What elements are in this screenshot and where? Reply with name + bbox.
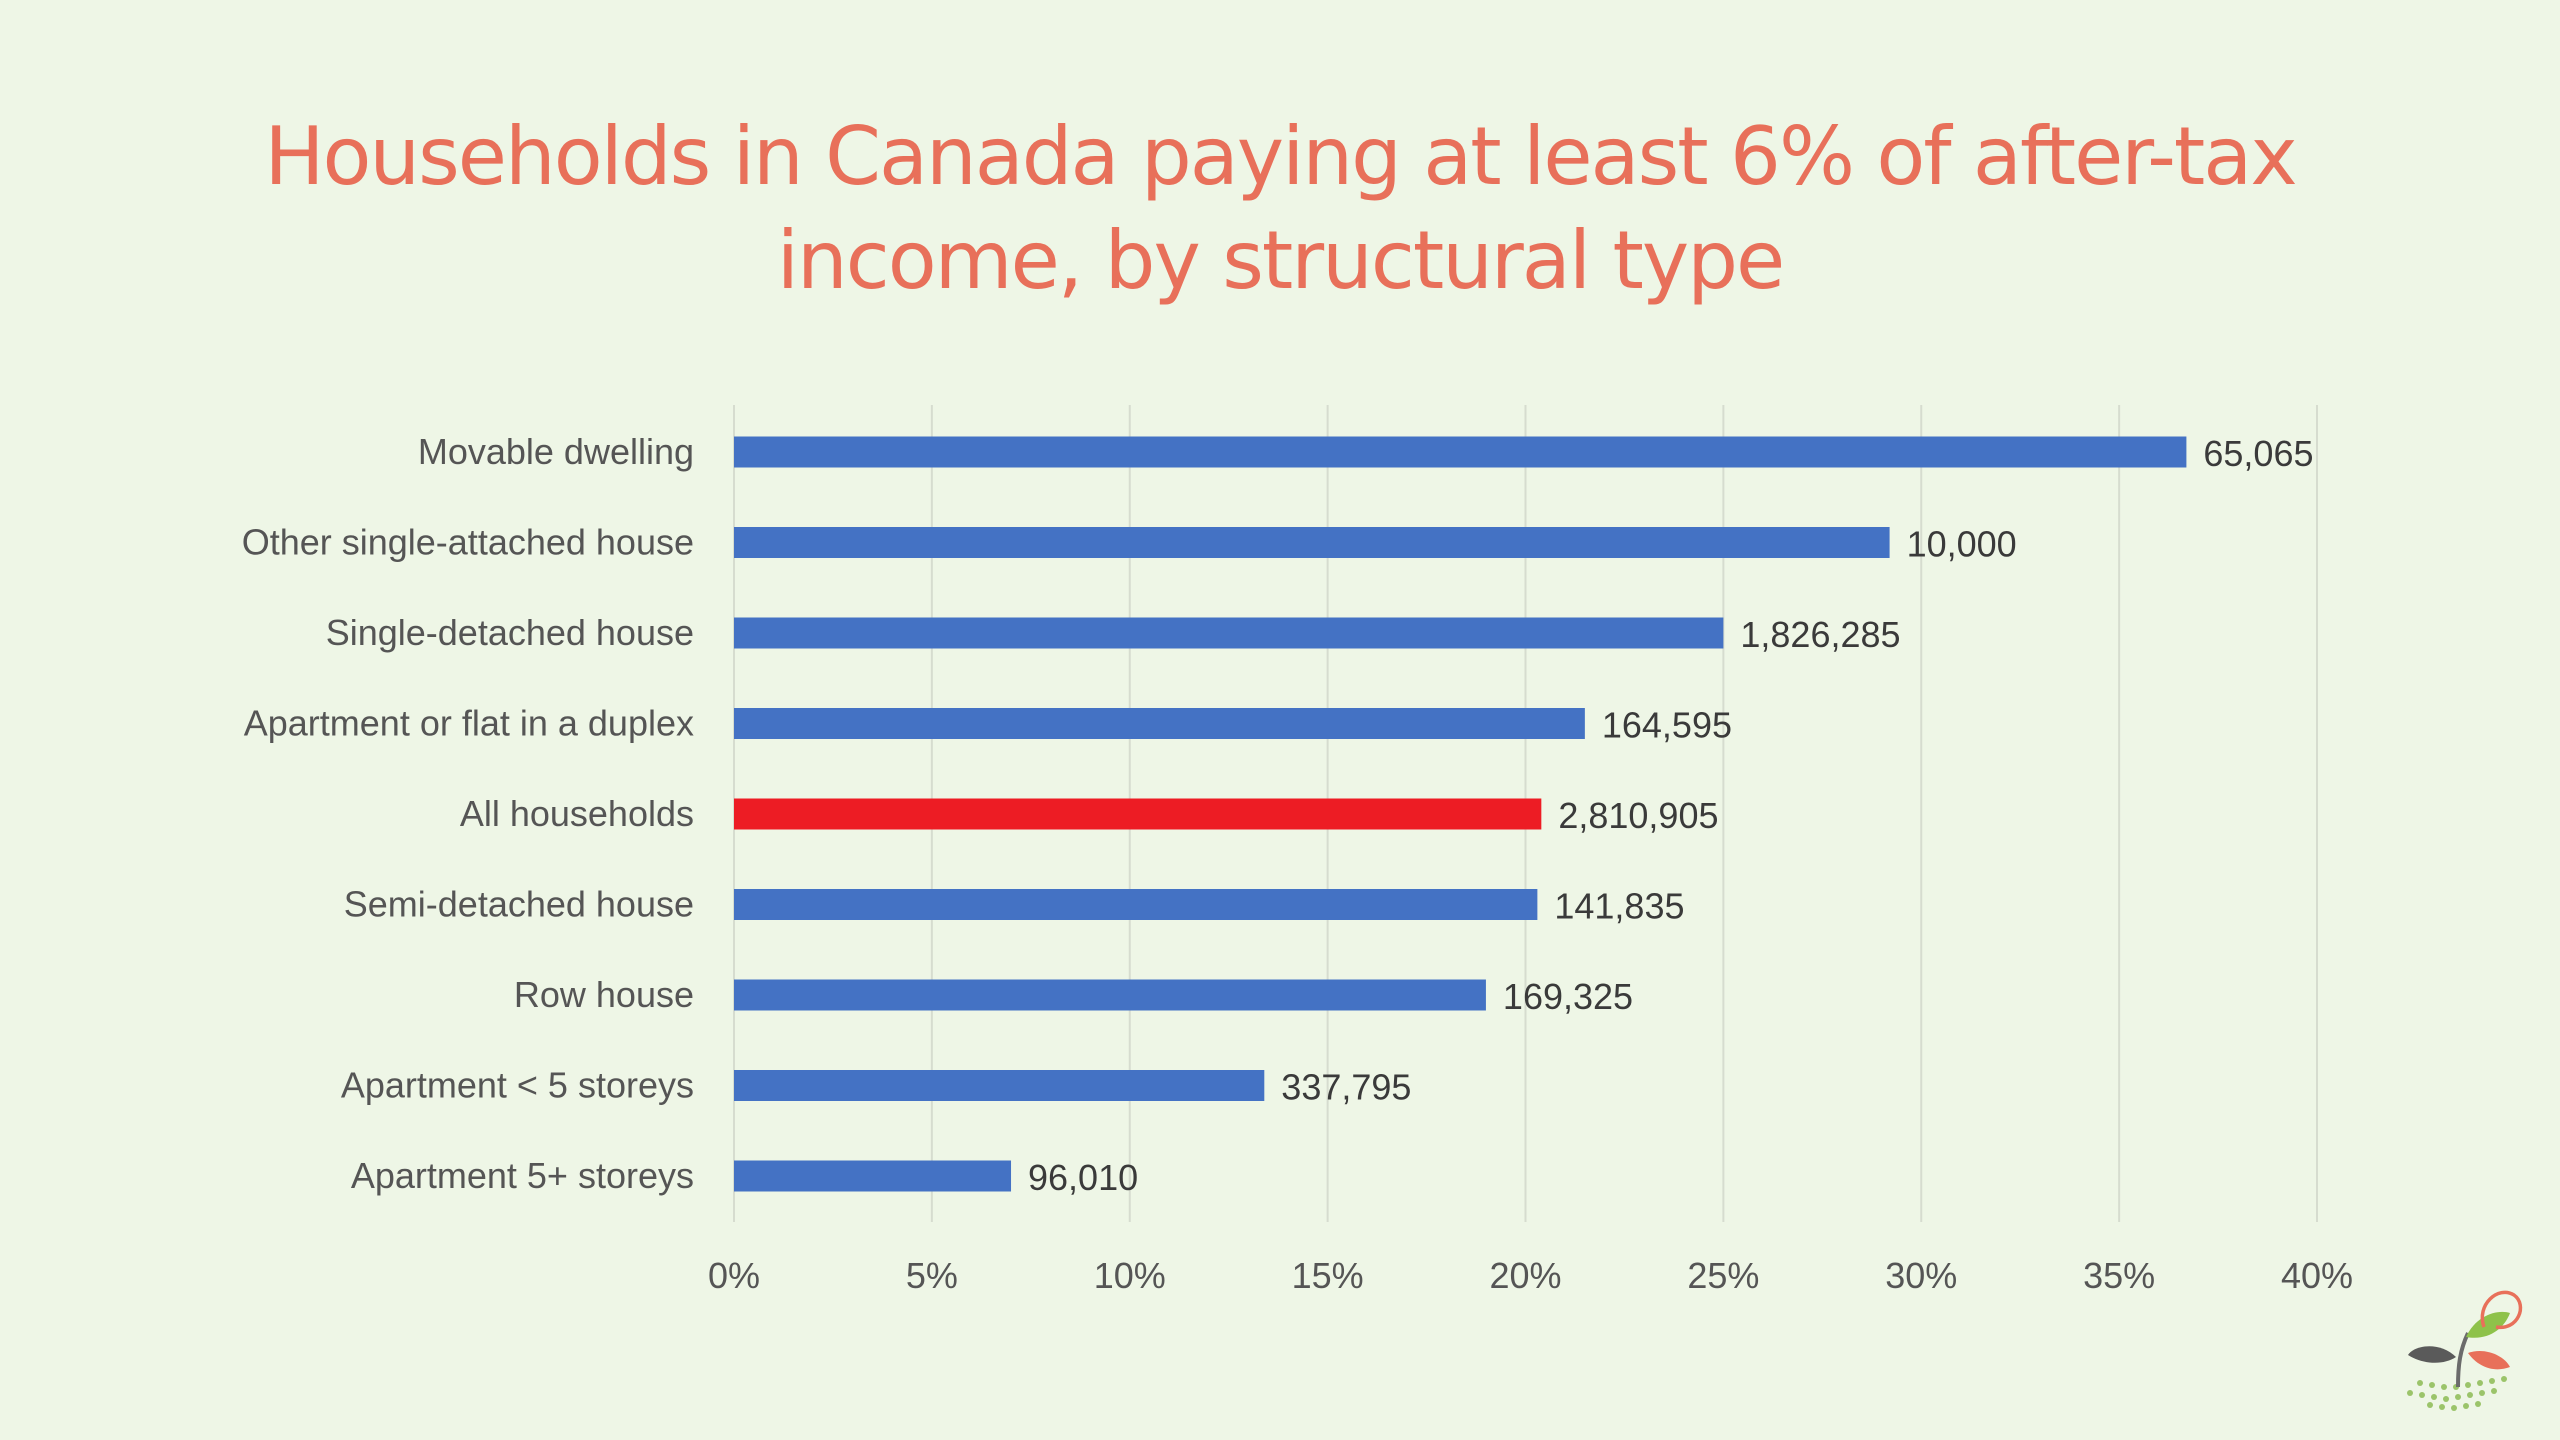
category-label: All households (460, 793, 694, 834)
bars (734, 436, 2187, 1192)
x-axis-ticks: 0% 5% 10% 15% 20% 25% 30% 35% 40% (708, 1255, 2353, 1296)
bar (734, 1160, 1012, 1192)
category-label: Row house (514, 974, 694, 1015)
bar (734, 1070, 1265, 1101)
x-tick-label: 25% (1687, 1255, 1759, 1296)
x-tick-label: 10% (1094, 1255, 1166, 1296)
x-tick-label: 30% (1885, 1255, 1957, 1296)
category-label: Single-detached house (326, 612, 694, 653)
data-label: 169,325 (1503, 976, 1633, 1017)
data-label: 141,835 (1554, 886, 1684, 927)
data-label: 10,000 (1907, 524, 2017, 565)
category-label: Apartment 5+ storeys (351, 1155, 694, 1196)
category-label: Movable dwelling (418, 431, 694, 472)
data-labels: 65,065 10,000 1,826,285 164,595 2,810,905 141… (1028, 433, 2313, 1198)
data-label: 2,810,905 (1558, 795, 1718, 836)
x-tick-label: 15% (1292, 1255, 1364, 1296)
bar (734, 889, 1538, 920)
category-label: Other single-attached house (242, 522, 694, 563)
category-label: Semi-detached house (344, 884, 694, 925)
bar (734, 436, 2187, 468)
x-tick-label: 20% (1489, 1255, 1561, 1296)
bar (734, 979, 1486, 1011)
chart-title-line-1: Households in Canada paying at least 6% … (264, 110, 2297, 203)
bar (734, 708, 1585, 739)
chart-title-line-2: income, by structural type (776, 214, 1785, 307)
data-label: 1,826,285 (1740, 614, 1900, 655)
data-label: 96,010 (1028, 1157, 1138, 1198)
x-tick-label: 40% (2281, 1255, 2353, 1296)
x-tick-label: 5% (906, 1255, 958, 1296)
bar (734, 617, 1724, 649)
category-label: Apartment or flat in a duplex (244, 703, 694, 744)
chart-title: Households in Canada paying at least 6% … (0, 105, 2560, 313)
x-tick-label: 35% (2083, 1255, 2155, 1296)
bar (734, 798, 1542, 830)
category-label: Apartment < 5 storeys (341, 1065, 694, 1106)
sprout-leaves-logo-icon (2407, 1290, 2523, 1411)
data-label: 337,795 (1281, 1067, 1411, 1108)
category-labels: Movable dwelling Other single-attached ho… (242, 431, 694, 1196)
bar (734, 527, 1890, 558)
data-label: 65,065 (2203, 433, 2313, 474)
x-tick-label: 0% (708, 1255, 760, 1296)
data-label: 164,595 (1602, 705, 1732, 746)
